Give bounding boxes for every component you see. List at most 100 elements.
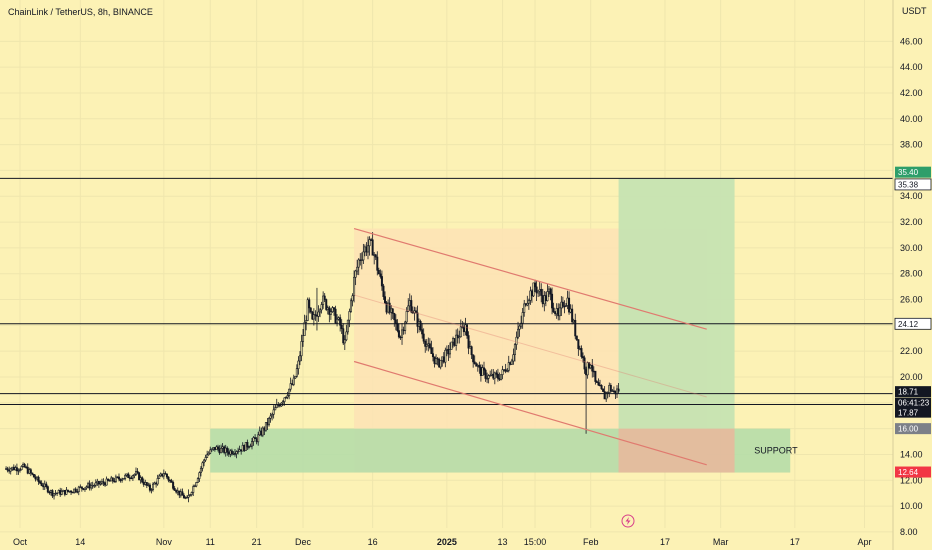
candle-body[interactable] <box>334 308 337 324</box>
candle-body[interactable] <box>141 477 144 483</box>
candle-body[interactable] <box>506 370 509 372</box>
candle-body[interactable] <box>566 297 569 306</box>
candle-body[interactable] <box>162 473 165 477</box>
candle-body[interactable] <box>187 495 190 498</box>
candle-body[interactable] <box>199 467 202 473</box>
candle-body[interactable] <box>258 430 261 436</box>
candle-body[interactable] <box>79 486 82 488</box>
candle-body[interactable] <box>40 482 43 487</box>
candle-body[interactable] <box>65 489 68 495</box>
candle-body[interactable] <box>602 388 605 392</box>
candle-body[interactable] <box>360 259 363 262</box>
candle-body[interactable] <box>332 307 335 310</box>
candle-body[interactable] <box>535 286 538 294</box>
candle-body[interactable] <box>9 468 12 472</box>
candle-body[interactable] <box>600 385 603 390</box>
candle-body[interactable] <box>424 340 427 347</box>
candle-body[interactable] <box>557 308 560 317</box>
candle-body[interactable] <box>119 478 122 481</box>
candle-body[interactable] <box>534 282 537 288</box>
candle-body[interactable] <box>68 490 71 493</box>
candle-body[interactable] <box>223 446 226 453</box>
candle-body[interactable] <box>268 417 271 426</box>
candle-body[interactable] <box>472 354 475 363</box>
candle-body[interactable] <box>286 395 289 398</box>
candle-body[interactable] <box>427 343 430 346</box>
candle-body[interactable] <box>195 482 198 487</box>
candle-body[interactable] <box>300 341 303 357</box>
candle-body[interactable] <box>354 270 357 278</box>
candle-body[interactable] <box>192 486 195 493</box>
candle-body[interactable] <box>433 356 436 364</box>
candle-body[interactable] <box>609 385 612 392</box>
candle-body[interactable] <box>527 300 530 304</box>
candle-body[interactable] <box>255 438 258 443</box>
candle-body[interactable] <box>328 307 331 315</box>
candle-body[interactable] <box>492 373 495 379</box>
candle-body[interactable] <box>28 469 31 474</box>
candle-body[interactable] <box>489 375 492 377</box>
candle-body[interactable] <box>49 490 52 493</box>
candle-body[interactable] <box>337 317 340 320</box>
candle-body[interactable] <box>405 311 408 323</box>
candle-body[interactable] <box>116 476 119 479</box>
candle-body[interactable] <box>22 463 25 467</box>
candle-body[interactable] <box>161 473 164 477</box>
candle-body[interactable] <box>329 311 332 315</box>
candle-body[interactable] <box>25 466 28 469</box>
candle-body[interactable] <box>517 328 520 338</box>
candle-body[interactable] <box>572 320 575 323</box>
candle-body[interactable] <box>113 480 116 483</box>
candle-body[interactable] <box>476 365 479 367</box>
candle-body[interactable] <box>585 368 588 376</box>
candle-body[interactable] <box>114 476 117 482</box>
candle-body[interactable] <box>71 491 74 494</box>
candle-body[interactable] <box>82 488 85 490</box>
candle-body[interactable] <box>370 239 373 241</box>
candle-body[interactable] <box>59 490 62 495</box>
candle-body[interactable] <box>452 338 455 343</box>
candle-body[interactable] <box>603 391 606 400</box>
candle-body[interactable] <box>464 324 467 333</box>
candle-body[interactable] <box>251 441 254 447</box>
candle-body[interactable] <box>124 475 127 479</box>
candle-body[interactable] <box>397 330 400 338</box>
candle-body[interactable] <box>408 300 411 307</box>
candle-body[interactable] <box>159 473 162 477</box>
candle-body[interactable] <box>18 469 21 471</box>
candle-body[interactable] <box>325 299 328 310</box>
candle-body[interactable] <box>493 372 496 379</box>
candle-body[interactable] <box>419 321 422 331</box>
candle-body[interactable] <box>438 358 441 368</box>
candle-body[interactable] <box>212 447 215 450</box>
candle-body[interactable] <box>569 308 572 313</box>
candle-body[interactable] <box>436 358 439 360</box>
candle-body[interactable] <box>283 397 286 402</box>
candle-body[interactable] <box>215 446 218 450</box>
candle-body[interactable] <box>77 486 80 493</box>
candle-body[interactable] <box>421 329 424 335</box>
candle-body[interactable] <box>455 334 458 346</box>
candle-body[interactable] <box>53 493 56 497</box>
candle-body[interactable] <box>571 308 574 323</box>
candle-body[interactable] <box>359 259 362 261</box>
candle-body[interactable] <box>312 314 315 320</box>
candle-body[interactable] <box>363 246 366 253</box>
candle-body[interactable] <box>467 335 470 349</box>
candle-body[interactable] <box>482 367 485 371</box>
candle-body[interactable] <box>303 322 306 336</box>
candle-body[interactable] <box>257 434 260 443</box>
candle-body[interactable] <box>226 447 229 453</box>
candle-body[interactable] <box>589 364 592 369</box>
candle-body[interactable] <box>235 451 238 455</box>
candle-body[interactable] <box>135 471 138 475</box>
candle-body[interactable] <box>227 451 230 455</box>
candle-body[interactable] <box>213 447 216 450</box>
candle-body[interactable] <box>297 360 300 369</box>
candle-body[interactable] <box>577 339 580 350</box>
candle-body[interactable] <box>209 449 212 454</box>
candle-body[interactable] <box>247 446 250 448</box>
candle-body[interactable] <box>70 490 73 493</box>
candle-body[interactable] <box>612 390 615 392</box>
candle-body[interactable] <box>537 290 540 294</box>
